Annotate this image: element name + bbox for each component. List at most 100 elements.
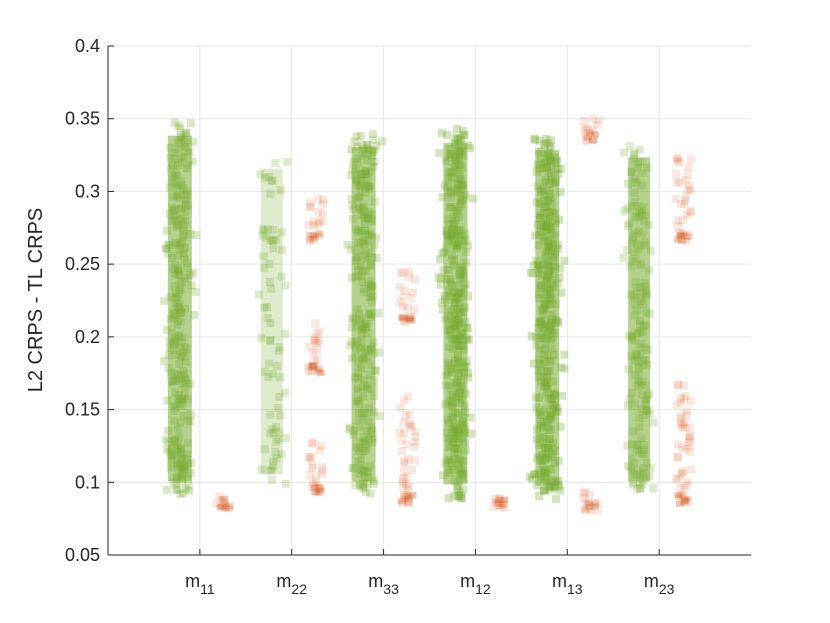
positive-point [544, 168, 553, 177]
positive-point [627, 167, 636, 176]
negative-point [676, 470, 685, 479]
positive-point [453, 482, 462, 491]
positive-point [451, 298, 460, 307]
positive-point [189, 137, 198, 146]
negative-point [686, 206, 695, 215]
positive-point [550, 209, 559, 218]
positive-point [547, 413, 556, 422]
positive-point [630, 311, 639, 320]
positive-point [626, 261, 635, 270]
positive-point [649, 484, 658, 493]
positive-point [166, 153, 175, 162]
positive-point [546, 144, 555, 153]
positive-point [460, 317, 469, 326]
positive-point [550, 391, 559, 400]
positive-point [645, 472, 654, 481]
negative-point [675, 229, 684, 238]
positive-point [450, 449, 459, 458]
positive-point [633, 440, 642, 449]
positive-point [553, 164, 562, 173]
positive-point [535, 213, 544, 222]
positive-point [357, 271, 366, 280]
positive-point [544, 262, 553, 271]
positive-point [436, 255, 445, 264]
negative-point [685, 432, 694, 441]
negative-point [493, 498, 502, 507]
positive-point [361, 182, 370, 191]
negative-point [674, 222, 683, 231]
positive-point [274, 435, 283, 444]
negative-point [309, 363, 318, 370]
positive-point [462, 363, 471, 372]
positive-point [351, 339, 360, 348]
positive-point [368, 253, 377, 262]
positive-point [541, 276, 550, 285]
positive-point [266, 189, 275, 198]
positive-point [626, 352, 635, 361]
negative-point [398, 314, 407, 321]
positive-point [453, 147, 462, 156]
positive-point [443, 235, 452, 244]
positive-point [454, 455, 463, 464]
positive-point [164, 240, 173, 249]
positive-point [448, 391, 457, 400]
negative-points-m12 [489, 494, 509, 512]
positive-point [453, 206, 462, 215]
positive-point [445, 144, 454, 153]
negative-point [305, 203, 314, 212]
positive-point [454, 147, 463, 156]
positive-point [546, 165, 555, 174]
x-tick-label-subscript: 22 [291, 581, 307, 597]
positive-point [542, 381, 551, 390]
positive-point [636, 470, 645, 479]
positive-point [170, 406, 179, 415]
positive-point [534, 372, 543, 381]
positive-point [174, 316, 183, 325]
positive-point [452, 294, 461, 303]
positive-point [447, 235, 456, 244]
positive-point [460, 303, 469, 312]
negative-point [678, 229, 687, 236]
y-tick-label: 0.1 [75, 472, 100, 492]
positive-point [549, 483, 558, 492]
positive-point [539, 423, 548, 432]
positive-point [185, 271, 194, 280]
positive-point [364, 280, 373, 289]
positive-point [354, 203, 363, 212]
positive-point [354, 181, 363, 190]
positive-point [455, 289, 464, 298]
positive-point [367, 151, 376, 160]
positive-point [358, 447, 367, 456]
positive-point [528, 268, 537, 277]
positive-point [646, 410, 655, 419]
positive-point [533, 160, 542, 169]
positive-point [440, 292, 449, 301]
positive-point [540, 300, 549, 309]
negative-point [404, 497, 413, 506]
negative-point [405, 317, 414, 324]
positive-point [166, 315, 175, 324]
positive-point [639, 321, 648, 330]
positive-point [544, 138, 553, 147]
positive-point [180, 465, 189, 474]
positive-point [454, 492, 463, 501]
positive-point [619, 148, 628, 157]
positive-point [545, 267, 554, 276]
positive-point [354, 368, 363, 377]
positive-point [550, 446, 559, 455]
positive-point [271, 159, 280, 168]
positive-point [448, 256, 457, 265]
positive-point [364, 467, 373, 476]
positive-point [639, 356, 648, 365]
negative-point [579, 487, 588, 496]
positive-point [177, 308, 186, 317]
positive-point [543, 151, 552, 160]
positive-point [172, 474, 181, 483]
positive-point [171, 238, 180, 247]
positive-point [632, 352, 641, 361]
positive-point [444, 418, 453, 427]
positive-point [451, 293, 460, 302]
positive-point [275, 393, 284, 402]
positive-point [535, 137, 544, 146]
positive-point [454, 409, 463, 418]
